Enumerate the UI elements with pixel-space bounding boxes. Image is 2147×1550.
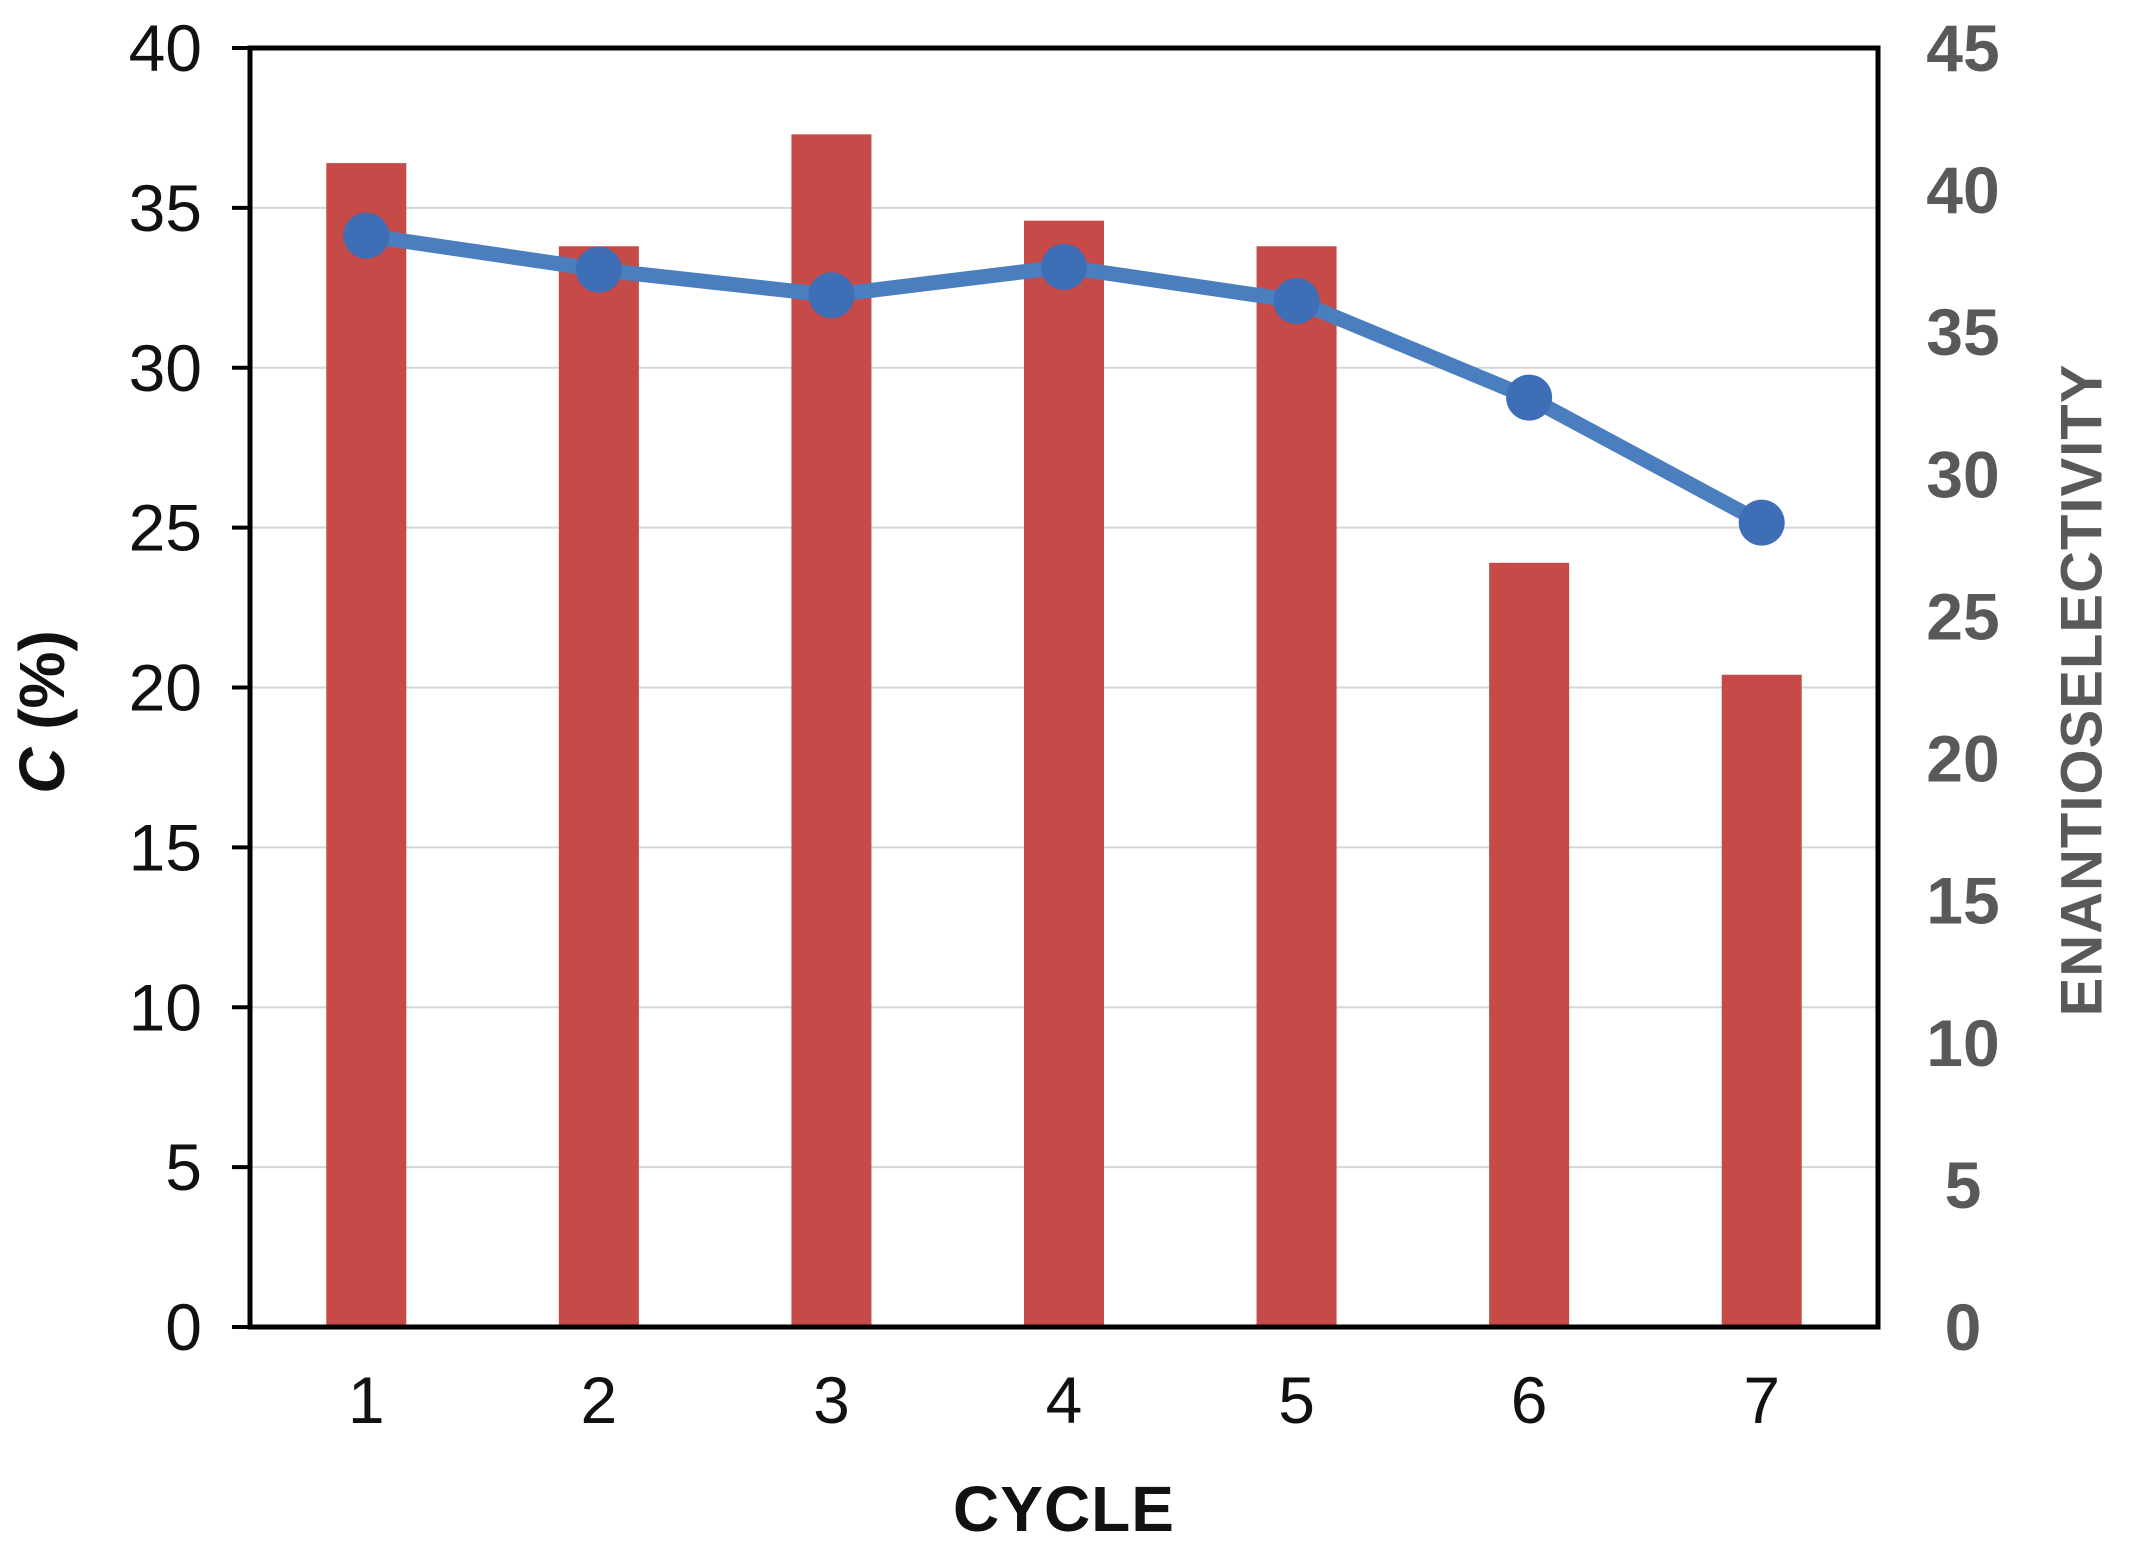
left-axis-label-0: 0	[165, 1290, 202, 1364]
line-marker-cycle-3	[808, 272, 855, 319]
right-axis-label-0: 0	[1945, 1290, 1982, 1364]
left-axis-label-40: 40	[129, 11, 202, 85]
line-marker-cycle-1	[343, 212, 390, 259]
left-axis-label-35: 35	[129, 171, 202, 245]
right-axis-label-25: 25	[1926, 579, 1999, 653]
right-axis-label-5: 5	[1945, 1148, 1982, 1222]
right-axis-label-40: 40	[1926, 153, 1999, 227]
right-axis-label-45: 45	[1926, 11, 1999, 85]
bar-cycle-1	[326, 163, 407, 1328]
category-label-3: 3	[813, 1363, 850, 1437]
left-y-axis-title-unit-part: (%)	[6, 630, 78, 748]
right-axis-label-20: 20	[1926, 722, 1999, 796]
left-axis-label-20: 20	[129, 651, 202, 725]
line-marker-cycle-6	[1506, 374, 1553, 421]
category-label-5: 5	[1278, 1363, 1315, 1437]
right-axis-label-30: 30	[1926, 437, 1999, 511]
category-label-1: 1	[348, 1363, 385, 1437]
bar-cycle-2	[558, 246, 639, 1327]
left-y-axis-title-italic-part: C	[6, 747, 78, 794]
right-axis-label-15: 15	[1926, 864, 1999, 938]
line-marker-cycle-4	[1041, 243, 1087, 290]
left-axis-label-15: 15	[129, 810, 202, 884]
bar-cycle-7	[1721, 674, 1802, 1327]
right-y-axis-title: ENANTIOSELECTIVITY	[2049, 363, 2115, 1017]
right-axis-label-10: 10	[1926, 1006, 1999, 1080]
left-axis-label-10: 10	[129, 970, 202, 1044]
bar-cycle-5	[1256, 246, 1337, 1327]
left-axis-label-5: 5	[165, 1130, 202, 1204]
left-axis-label-30: 30	[129, 331, 202, 405]
line-marker-cycle-2	[575, 246, 622, 293]
category-label-7: 7	[1743, 1363, 1780, 1437]
left-axis-label-25: 25	[129, 491, 202, 565]
left-y-axis-title: C (%)	[5, 630, 79, 794]
category-label-2: 2	[580, 1363, 617, 1437]
bar-cycle-6	[1489, 562, 1570, 1327]
category-label-6: 6	[1511, 1363, 1548, 1437]
right-axis-label-35: 35	[1926, 295, 1999, 369]
x-axis-title: CYCLE	[953, 1473, 1175, 1545]
category-label-4: 4	[1046, 1363, 1083, 1437]
line-marker-cycle-7	[1738, 499, 1785, 546]
bar-cycle-3	[791, 134, 872, 1327]
bar-cycle-4	[1024, 220, 1104, 1327]
line-marker-cycle-5	[1273, 277, 1320, 324]
